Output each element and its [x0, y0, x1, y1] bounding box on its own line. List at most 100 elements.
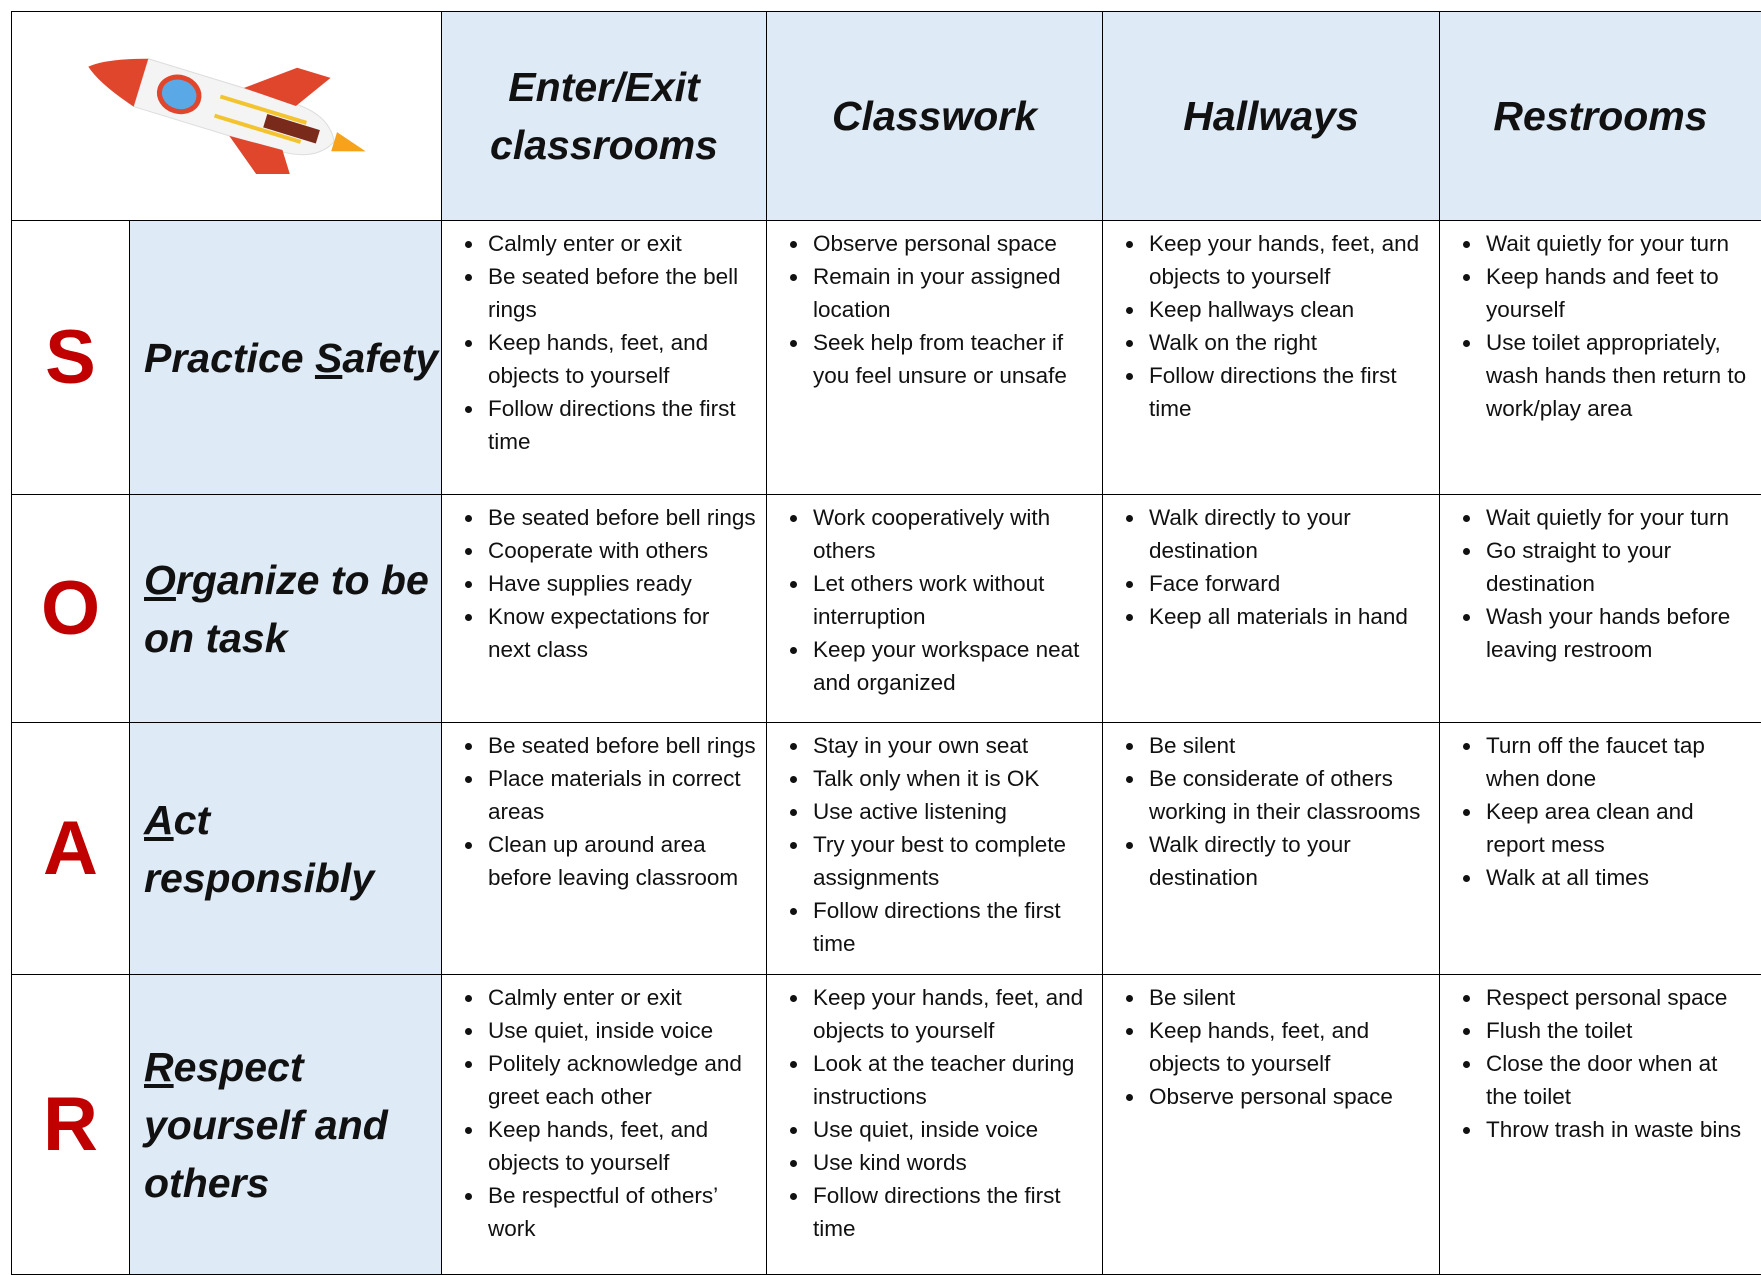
rule-item: Close the door when at the toilet: [1483, 1047, 1753, 1113]
title-lead: Practice: [144, 335, 315, 381]
rule-cell: Be seated before bell ringsCooperate wit…: [442, 495, 767, 723]
rule-item: Wash your hands before leaving restroom: [1483, 600, 1753, 666]
rule-item: Cooperate with others: [485, 534, 758, 567]
rule-cell: Respect personal spaceFlush the toiletCl…: [1440, 975, 1761, 1275]
rule-cell: Walk directly to your destinationFace fo…: [1103, 495, 1440, 723]
rule-list: Be silentBe considerate of others workin…: [1103, 729, 1431, 894]
rule-item: Walk on the right: [1146, 326, 1431, 359]
rule-item: Talk only when it is OK: [810, 762, 1094, 795]
rule-cell: Observe personal spaceRemain in your ass…: [767, 221, 1103, 495]
title-rest: afety: [342, 335, 438, 381]
row-title: Organize to be on task: [130, 495, 442, 723]
rule-item: Use kind words: [810, 1146, 1094, 1179]
rule-item: Wait quietly for your turn: [1483, 227, 1753, 260]
rule-cell: Calmly enter or exitUse quiet, inside vo…: [442, 975, 767, 1275]
rule-item: Keep your hands, feet, and objects to yo…: [810, 981, 1094, 1047]
rule-cell: Keep your hands, feet, and objects to yo…: [767, 975, 1103, 1275]
rule-item: Follow directions the first time: [1146, 359, 1431, 425]
title-underlined: A: [144, 797, 174, 843]
column-header: Enter/Exit classrooms: [442, 12, 767, 221]
rule-item: Follow directions the first time: [485, 392, 758, 458]
rule-cell: Calmly enter or exitBe seated before the…: [442, 221, 767, 495]
rule-cell: Work cooperatively with othersLet others…: [767, 495, 1103, 723]
rule-item: Use active listening: [810, 795, 1094, 828]
rule-list: Be silentKeep hands, feet, and objects t…: [1103, 981, 1431, 1113]
rule-item: Face forward: [1146, 567, 1431, 600]
rule-cell: Be silentBe considerate of others workin…: [1103, 723, 1440, 975]
rule-item: Keep hallways clean: [1146, 293, 1431, 326]
rule-list: Keep your hands, feet, and objects to yo…: [767, 981, 1094, 1245]
rule-cell: Turn off the faucet tap when doneKeep ar…: [1440, 723, 1761, 975]
rule-item: Let others work without interruption: [810, 567, 1094, 633]
rule-item: Be silent: [1146, 981, 1431, 1014]
rule-list: Keep your hands, feet, and objects to yo…: [1103, 227, 1431, 425]
title-rest: rganize to be on task: [144, 557, 429, 661]
rule-item: Follow directions the first time: [810, 1179, 1094, 1245]
rule-list: Turn off the faucet tap when doneKeep ar…: [1440, 729, 1753, 894]
rule-item: Follow directions the first time: [810, 894, 1094, 960]
row-letter: O: [12, 495, 130, 723]
rule-item: Calmly enter or exit: [485, 227, 758, 260]
rule-item: Be respectful of others’ work: [485, 1179, 758, 1245]
rule-cell: Be silentKeep hands, feet, and objects t…: [1103, 975, 1440, 1275]
rule-item: Be seated before bell rings: [485, 501, 758, 534]
rule-item: Stay in your own seat: [810, 729, 1094, 762]
rule-item: Seek help from teacher if you feel unsur…: [810, 326, 1094, 392]
rule-item: Be seated before the bell rings: [485, 260, 758, 326]
title-underlined: S: [315, 335, 342, 381]
rule-item: Keep hands, feet, and objects to yoursel…: [485, 1113, 758, 1179]
column-header: Classwork: [767, 12, 1103, 221]
rule-item: Be silent: [1146, 729, 1431, 762]
rule-list: Respect personal spaceFlush the toiletCl…: [1440, 981, 1753, 1146]
rule-item: Observe personal space: [1146, 1080, 1431, 1113]
rule-cell: Stay in your own seatTalk only when it i…: [767, 723, 1103, 975]
rule-item: Keep hands and feet to yourself: [1483, 260, 1753, 326]
title-rest: ct responsibly: [144, 797, 374, 901]
rule-item: Keep your hands, feet, and objects to yo…: [1146, 227, 1431, 293]
rule-item: Walk at all times: [1483, 861, 1753, 894]
rule-list: Calmly enter or exitBe seated before the…: [442, 227, 758, 458]
rule-list: Be seated before bell ringsCooperate wit…: [442, 501, 758, 666]
column-header: Hallways: [1103, 12, 1440, 221]
rule-item: Clean up around area before leaving clas…: [485, 828, 758, 894]
rule-item: Use quiet, inside voice: [810, 1113, 1094, 1146]
rule-list: Calmly enter or exitUse quiet, inside vo…: [442, 981, 758, 1245]
rule-item: Keep hands, feet, and objects to yoursel…: [1146, 1014, 1431, 1080]
rule-item: Throw trash in waste bins: [1483, 1113, 1753, 1146]
row-letter: R: [12, 975, 130, 1275]
rule-list: Walk directly to your destinationFace fo…: [1103, 501, 1431, 633]
rule-list: Wait quietly for your turnGo straight to…: [1440, 501, 1753, 666]
rule-item: Keep all materials in hand: [1146, 600, 1431, 633]
rule-cell: Wait quietly for your turnKeep hands and…: [1440, 221, 1761, 495]
rule-list: Observe personal spaceRemain in your ass…: [767, 227, 1094, 392]
title-underlined: O: [144, 557, 176, 603]
rule-list: Stay in your own seatTalk only when it i…: [767, 729, 1094, 960]
column-header: Restrooms: [1440, 12, 1761, 221]
rule-item: Remain in your assigned location: [810, 260, 1094, 326]
rule-item: Keep your workspace neat and organized: [810, 633, 1094, 699]
rule-item: Work cooperatively with others: [810, 501, 1094, 567]
rule-list: Work cooperatively with othersLet others…: [767, 501, 1094, 699]
rule-cell: Wait quietly for your turnGo straight to…: [1440, 495, 1761, 723]
rule-item: Be considerate of others working in thei…: [1146, 762, 1431, 828]
rule-item: Know expectations for next class: [485, 600, 758, 666]
rule-item: Calmly enter or exit: [485, 981, 758, 1014]
row-letter: A: [12, 723, 130, 975]
title-underlined: R: [144, 1044, 174, 1090]
rule-item: Keep hands, feet, and objects to yoursel…: [485, 326, 758, 392]
rule-item: Have supplies ready: [485, 567, 758, 600]
rule-item: Wait quietly for your turn: [1483, 501, 1753, 534]
rule-item: Go straight to your destination: [1483, 534, 1753, 600]
rule-item: Try your best to complete assignments: [810, 828, 1094, 894]
rule-item: Keep area clean and report mess: [1483, 795, 1753, 861]
rule-cell: Keep your hands, feet, and objects to yo…: [1103, 221, 1440, 495]
row-title: Respect yourself and others: [130, 975, 442, 1275]
rule-item: Use toilet appropriately, wash hands the…: [1483, 326, 1753, 425]
rule-cell: Be seated before bell ringsPlace materia…: [442, 723, 767, 975]
rule-list: Wait quietly for your turnKeep hands and…: [1440, 227, 1753, 425]
title-rest: espect yourself and others: [144, 1044, 388, 1206]
